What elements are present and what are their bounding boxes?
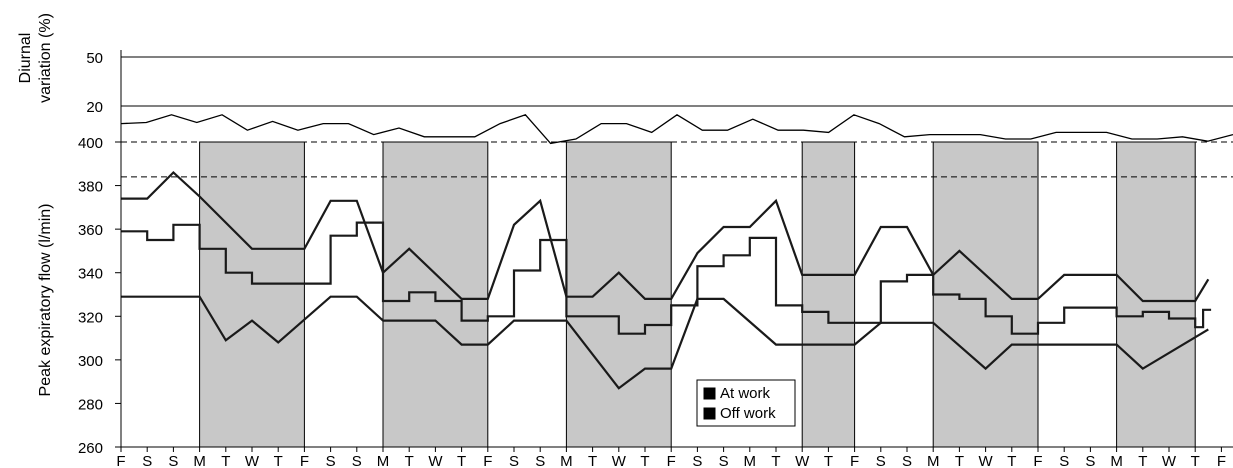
xtick-label-35: F <box>1033 453 1042 468</box>
axes <box>120 50 1233 448</box>
pef-ytick-320: 320 <box>78 309 103 326</box>
xtick-label-39: T <box>1138 453 1147 468</box>
legend: At work Off work <box>696 379 796 427</box>
work-period-3 <box>801 141 856 448</box>
xtick-label-2: S <box>168 453 178 468</box>
work-period-2 <box>565 141 672 448</box>
xtick-label-13: T <box>457 453 466 468</box>
xtick-label-24: M <box>744 453 757 468</box>
xtick-label-36: S <box>1059 453 1069 468</box>
xtick-label-28: F <box>850 453 859 468</box>
pef-ytick-360: 360 <box>78 222 103 239</box>
xtick-label-18: T <box>588 453 597 468</box>
xtick-label-34: T <box>1007 453 1016 468</box>
xtick-label-26: W <box>795 453 810 468</box>
xtick-label-30: S <box>902 453 912 468</box>
pef-ytick-280: 280 <box>78 396 103 413</box>
work-period-5 <box>1116 141 1196 448</box>
xtick-label-9: S <box>352 453 362 468</box>
xtick-label-31: M <box>927 453 940 468</box>
xtick-label-40: W <box>1162 453 1177 468</box>
pef-ylabel: Peak expiratory flow (l/min) <box>37 204 54 397</box>
pef-min-line <box>121 295 1209 390</box>
xtick-label-1: S <box>142 453 152 468</box>
xtick-label-8: S <box>326 453 336 468</box>
pef-mean-line <box>121 221 1212 335</box>
work-period-shading <box>199 141 1196 448</box>
xtick-label-29: S <box>876 453 886 468</box>
xtick-label-19: W <box>612 453 627 468</box>
xtick-label-21: F <box>667 453 676 468</box>
xtick-label-32: T <box>955 453 964 468</box>
pef-max-line <box>121 170 1210 303</box>
xtick-label-12: W <box>428 453 443 468</box>
xtick-label-33: W <box>979 453 994 468</box>
pef-ytick-400: 400 <box>78 135 103 152</box>
xtick-label-38: M <box>1110 453 1123 468</box>
legend-swatch-off-work <box>703 407 716 420</box>
xtick-label-3: M <box>193 453 206 468</box>
legend-swatch-at-work <box>703 387 716 400</box>
xtick-label-20: T <box>640 453 649 468</box>
xtick-label-16: S <box>535 453 545 468</box>
xtick-label-15: S <box>509 453 519 468</box>
xtick-label-10: M <box>377 453 390 468</box>
xtick-label-5: W <box>245 453 260 468</box>
xtick-label-42: F <box>1217 453 1226 468</box>
diurnal-variation-line <box>120 114 1233 145</box>
series-lines <box>120 114 1233 390</box>
pef-ytick-300: 300 <box>78 353 103 370</box>
xtick-label-41: T <box>1191 453 1200 468</box>
xtick-label-17: M <box>560 453 573 468</box>
diurnal-ytick-20: 20 <box>86 99 103 116</box>
diurnal-ylabel-line2: variation (%) <box>37 13 54 103</box>
diurnal-ytick-50: 50 <box>86 50 103 67</box>
xtick-label-27: T <box>824 453 833 468</box>
pef-ytick-260: 260 <box>78 440 103 457</box>
pef-ytick-340: 340 <box>78 266 103 283</box>
xtick-label-14: F <box>483 453 492 468</box>
xtick-label-22: S <box>692 453 702 468</box>
xtick-label-0: F <box>116 453 125 468</box>
xtick-label-23: S <box>719 453 729 468</box>
xtick-label-4: T <box>221 453 230 468</box>
xtick-label-7: F <box>300 453 309 468</box>
diurnal-ylabel-line1: Diurnal <box>17 33 34 84</box>
legend-label-at-work: At work <box>720 385 771 402</box>
work-period-0 <box>199 141 305 448</box>
xtick-label-6: T <box>274 453 283 468</box>
xtick-label-25: T <box>771 453 780 468</box>
xtick-label-37: S <box>1085 453 1095 468</box>
grid-lines <box>121 56 1233 178</box>
legend-label-off-work: Off work <box>720 405 776 422</box>
pef-ytick-380: 380 <box>78 179 103 196</box>
xtick-label-11: T <box>405 453 414 468</box>
